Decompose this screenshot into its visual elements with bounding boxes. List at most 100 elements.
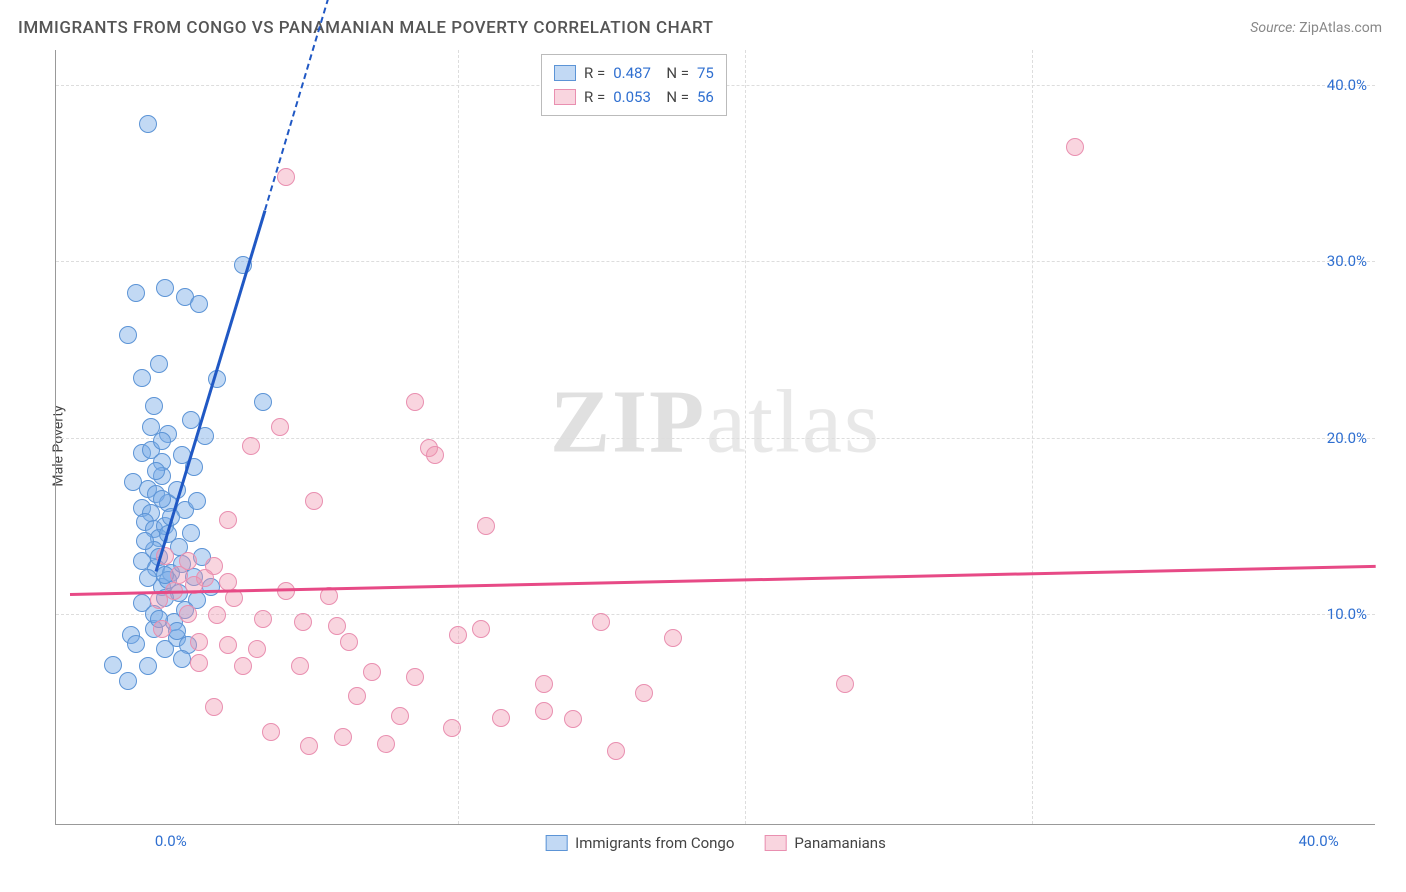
scatter-point [564, 710, 582, 728]
scatter-point [492, 709, 510, 727]
source-attribution: Source: ZipAtlas.com [1250, 20, 1382, 36]
legend-swatch [554, 89, 576, 105]
series-legend-label: Immigrants from Congo [575, 834, 734, 852]
scatter-point [535, 702, 553, 720]
scatter-point [142, 418, 160, 436]
scatter-point [836, 675, 854, 693]
scatter-point [219, 573, 237, 591]
scatter-point [592, 613, 610, 631]
n-value: 56 [697, 85, 714, 109]
n-value: 75 [697, 61, 714, 85]
scatter-point [133, 369, 151, 387]
scatter-point [535, 675, 553, 693]
scatter-point [363, 663, 381, 681]
scatter-point [219, 636, 237, 654]
scatter-point [291, 657, 309, 675]
scatter-point [119, 672, 137, 690]
legend-swatch [764, 835, 786, 851]
watermark-part2: atlas [706, 372, 881, 471]
scatter-point [406, 393, 424, 411]
scatter-point [139, 657, 157, 675]
n-label: N = [659, 61, 689, 85]
legend-swatch [554, 65, 576, 81]
scatter-point [300, 737, 318, 755]
scatter-point [145, 397, 163, 415]
gridline-v [458, 50, 459, 824]
source-label: Source: [1250, 20, 1295, 36]
scatter-point [426, 446, 444, 464]
scatter-point [188, 492, 206, 510]
scatter-point [254, 393, 272, 411]
y-tick-label: 10.0% [1327, 605, 1367, 623]
x-tick-label: 40.0% [1298, 832, 1338, 850]
scatter-point [340, 633, 358, 651]
scatter-point [190, 633, 208, 651]
scatter-point [635, 684, 653, 702]
r-value: 0.053 [613, 85, 651, 109]
scatter-point [147, 462, 165, 480]
scatter-point [406, 668, 424, 686]
y-tick-label: 30.0% [1327, 252, 1367, 270]
x-tick-label: 0.0% [155, 832, 187, 850]
scatter-point [443, 719, 461, 737]
scatter-point [153, 432, 171, 450]
gridline-h [56, 261, 1375, 262]
gridline-v [745, 50, 746, 824]
scatter-point [449, 626, 467, 644]
watermark: ZIPatlas [550, 370, 881, 473]
correlation-legend-row: R = 0.487 N = 75 [554, 61, 714, 85]
series-legend-label: Panamanians [794, 834, 885, 852]
source-value: ZipAtlas.com [1299, 20, 1382, 36]
scatter-point [271, 418, 289, 436]
scatter-point [242, 437, 260, 455]
scatter-point [104, 656, 122, 674]
scatter-point [139, 115, 157, 133]
chart-title: IMMIGRANTS FROM CONGO VS PANAMANIAN MALE… [18, 18, 714, 38]
scatter-point [254, 610, 272, 628]
scatter-point [208, 606, 226, 624]
scatter-point [139, 569, 157, 587]
scatter-point [248, 640, 266, 658]
r-label: R = [584, 61, 605, 85]
series-legend-item: Immigrants from Congo [545, 834, 734, 852]
n-label: N = [659, 85, 689, 109]
trendline [70, 564, 1376, 595]
scatter-point [127, 284, 145, 302]
scatter-point [377, 735, 395, 753]
scatter-point [182, 524, 200, 542]
scatter-point [119, 326, 137, 344]
scatter-point [219, 511, 237, 529]
correlation-legend-row: R = 0.053 N = 56 [554, 85, 714, 109]
scatter-point [294, 613, 312, 631]
r-value: 0.487 [613, 61, 651, 85]
y-tick-label: 40.0% [1327, 76, 1367, 94]
scatter-point [153, 620, 171, 638]
scatter-point [136, 532, 154, 550]
scatter-point [328, 617, 346, 635]
scatter-point [607, 742, 625, 760]
scatter-point [153, 490, 171, 508]
scatter-point [156, 279, 174, 297]
scatter-point [477, 517, 495, 535]
scatter-point [348, 687, 366, 705]
scatter-point [391, 707, 409, 725]
scatter-point [472, 620, 490, 638]
legend-swatch [545, 835, 567, 851]
y-tick-label: 20.0% [1327, 429, 1367, 447]
scatter-point [190, 654, 208, 672]
gridline-v [1032, 50, 1033, 824]
scatter-point [179, 605, 197, 623]
scatter-point [334, 728, 352, 746]
scatter-plot: ZIPatlas 10.0%20.0%30.0%40.0%0.0%40.0%R … [55, 50, 1375, 825]
scatter-point [664, 629, 682, 647]
series-legend: Immigrants from Congo Panamanians [545, 834, 886, 852]
r-label: R = [584, 85, 605, 109]
scatter-point [156, 640, 174, 658]
correlation-legend: R = 0.487 N = 75 R = 0.053 N = 56 [541, 54, 727, 116]
scatter-point [127, 635, 145, 653]
scatter-point [277, 168, 295, 186]
scatter-point [305, 492, 323, 510]
watermark-part1: ZIP [550, 372, 706, 471]
series-legend-item: Panamanians [764, 834, 885, 852]
trendline [155, 210, 267, 572]
